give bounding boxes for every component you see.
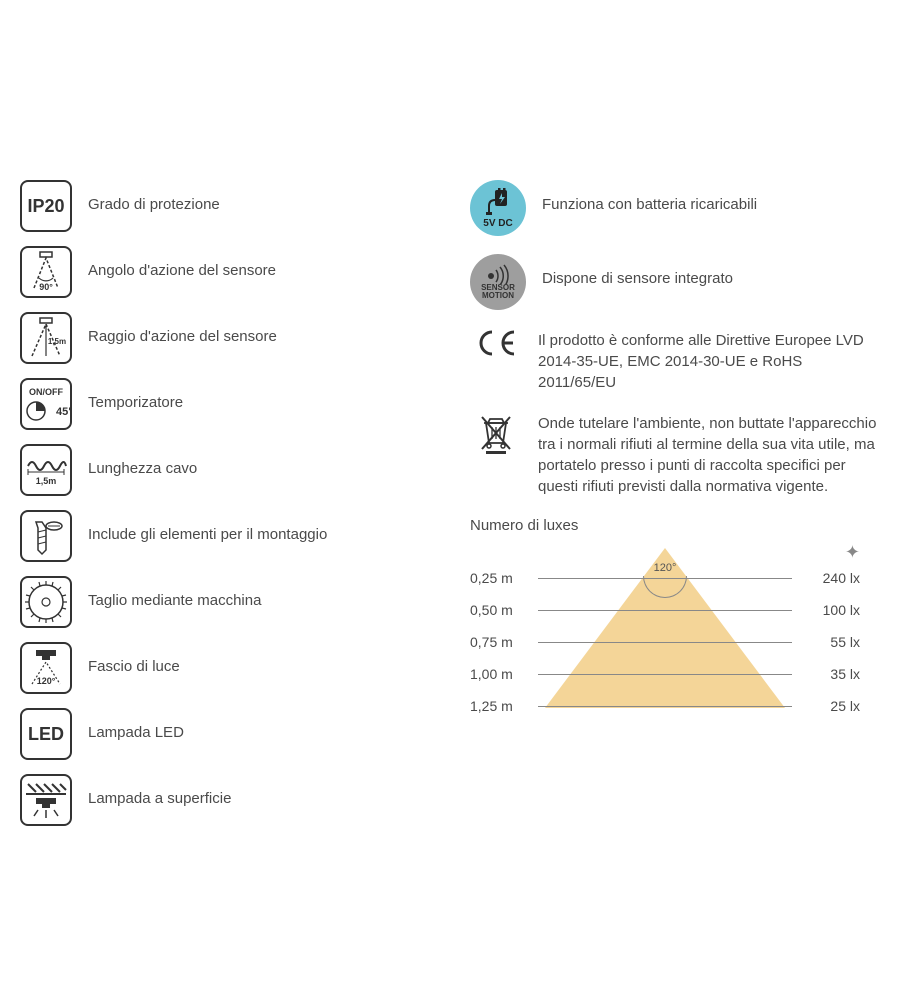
- lux-row: 1,25 m 25 lx: [470, 698, 860, 714]
- svg-text:120°: 120°: [37, 676, 56, 686]
- spec-row: Lampada a superficie: [20, 774, 430, 826]
- spec-row: 120° Fascio di luce: [20, 642, 430, 694]
- lux-value: 25 lx: [800, 698, 860, 714]
- timer-icon: ON/OFF 45": [20, 378, 72, 430]
- screw-icon: [20, 510, 72, 562]
- spec-row: SENSOR MOTION Dispone di sensore integra…: [470, 254, 880, 310]
- ce-icon: [470, 328, 522, 358]
- spec-label: Fascio di luce: [88, 642, 180, 677]
- lux-distance: 1,00 m: [470, 666, 530, 682]
- motion-sensor-icon: SENSOR MOTION: [470, 254, 526, 310]
- right-column: 5V DC Funziona con batteria ricaricabili…: [470, 180, 880, 840]
- spec-row: Taglio mediante macchina: [20, 576, 430, 628]
- ip20-badge: IP20: [27, 196, 64, 217]
- cable-length-icon: 1,5m: [20, 444, 72, 496]
- spec-label: Raggio d'azione del sensore: [88, 312, 277, 347]
- onoff-badge: ON/OFF: [29, 387, 63, 397]
- lux-distance: 0,25 m: [470, 570, 530, 586]
- spec-label: Funziona con batteria ricaricabili: [542, 180, 757, 215]
- lux-value: 35 lx: [800, 666, 860, 682]
- spec-label: Lunghezza cavo: [88, 444, 197, 479]
- spec-label: Onde tutelare l'ambiente, non buttate l'…: [538, 411, 880, 497]
- spec-row: 1,5m Raggio d'azione del sensore: [20, 312, 430, 364]
- svg-text:1,5m: 1,5m: [48, 337, 66, 346]
- lux-row: 1,00 m 35 lx: [470, 666, 860, 682]
- lux-value: 100 lx: [800, 602, 860, 618]
- svg-text:90°: 90°: [39, 282, 53, 292]
- spec-row: ON/OFF 45" Temporizatore: [20, 378, 430, 430]
- spec-row: Include gli elementi per il montaggio: [20, 510, 430, 562]
- lux-distance: 1,25 m: [470, 698, 530, 714]
- sensor-angle-icon: 90°: [20, 246, 72, 298]
- lux-gridline: [538, 610, 792, 611]
- lux-gridline: [538, 642, 792, 643]
- spec-row: 90° Angolo d'azione del sensore: [20, 246, 430, 298]
- lux-distance: 0,75 m: [470, 634, 530, 650]
- voltage-badge: 5V DC: [483, 218, 512, 229]
- spec-label: Grado di protezione: [88, 180, 220, 215]
- spec-label: Lampada a superficie: [88, 774, 231, 809]
- weee-icon: [470, 411, 522, 455]
- lux-gridline: [538, 578, 792, 579]
- ip20-icon: IP20: [20, 180, 72, 232]
- lux-distance: 0,50 m: [470, 602, 530, 618]
- sensor-range-icon: 1,5m: [20, 312, 72, 364]
- lux-row: 0,50 m 100 lx: [470, 602, 860, 618]
- spec-label: Temporizatore: [88, 378, 183, 413]
- spec-row: 1,5m Lunghezza cavo: [20, 444, 430, 496]
- spec-label: Angolo d'azione del sensore: [88, 246, 276, 281]
- spec-label: Include gli elementi per il montaggio: [88, 510, 327, 545]
- spec-row: Onde tutelare l'ambiente, non buttate l'…: [470, 411, 880, 497]
- svg-text:45": 45": [56, 406, 70, 418]
- sensor-badge-2: MOTION: [482, 292, 514, 300]
- spec-row: IP20 Grado di protezione: [20, 180, 430, 232]
- lux-title: Numero di luxes: [470, 517, 880, 534]
- lux-row: 0,25 m 240 lx: [470, 570, 860, 586]
- lux-value: 240 lx: [800, 570, 860, 586]
- spec-label: Lampada LED: [88, 708, 184, 743]
- star-icon: ✦: [845, 542, 860, 563]
- lux-gridline: [538, 674, 792, 675]
- spec-label: Taglio mediante macchina: [88, 576, 261, 611]
- spec-row: LED Lampada LED: [20, 708, 430, 760]
- cable-badge: 1,5m: [36, 476, 57, 486]
- spec-row: 5V DC Funziona con batteria ricaricabili: [470, 180, 880, 236]
- battery-icon: 5V DC: [470, 180, 526, 236]
- lux-value: 55 lx: [800, 634, 860, 650]
- spec-label: Dispone di sensore integrato: [542, 254, 733, 289]
- lux-row: 0,75 m 55 lx: [470, 634, 860, 650]
- spec-label: Il prodotto è conforme alle Direttive Eu…: [538, 328, 880, 393]
- led-badge: LED: [28, 724, 64, 745]
- lux-gridline: [538, 706, 792, 707]
- saw-icon: [20, 576, 72, 628]
- led-icon: LED: [20, 708, 72, 760]
- surface-lamp-icon: [20, 774, 72, 826]
- lux-chart: 120° ✦ 0,25 m240 lx0,50 m100 lx0,75 m55 …: [470, 548, 860, 708]
- spec-row: Il prodotto è conforme alle Direttive Eu…: [470, 328, 880, 393]
- left-column: IP20 Grado di protezione 90° Angolo d'az…: [20, 180, 430, 840]
- beam-icon: 120°: [20, 642, 72, 694]
- spec-sheet: IP20 Grado di protezione 90° Angolo d'az…: [20, 180, 880, 840]
